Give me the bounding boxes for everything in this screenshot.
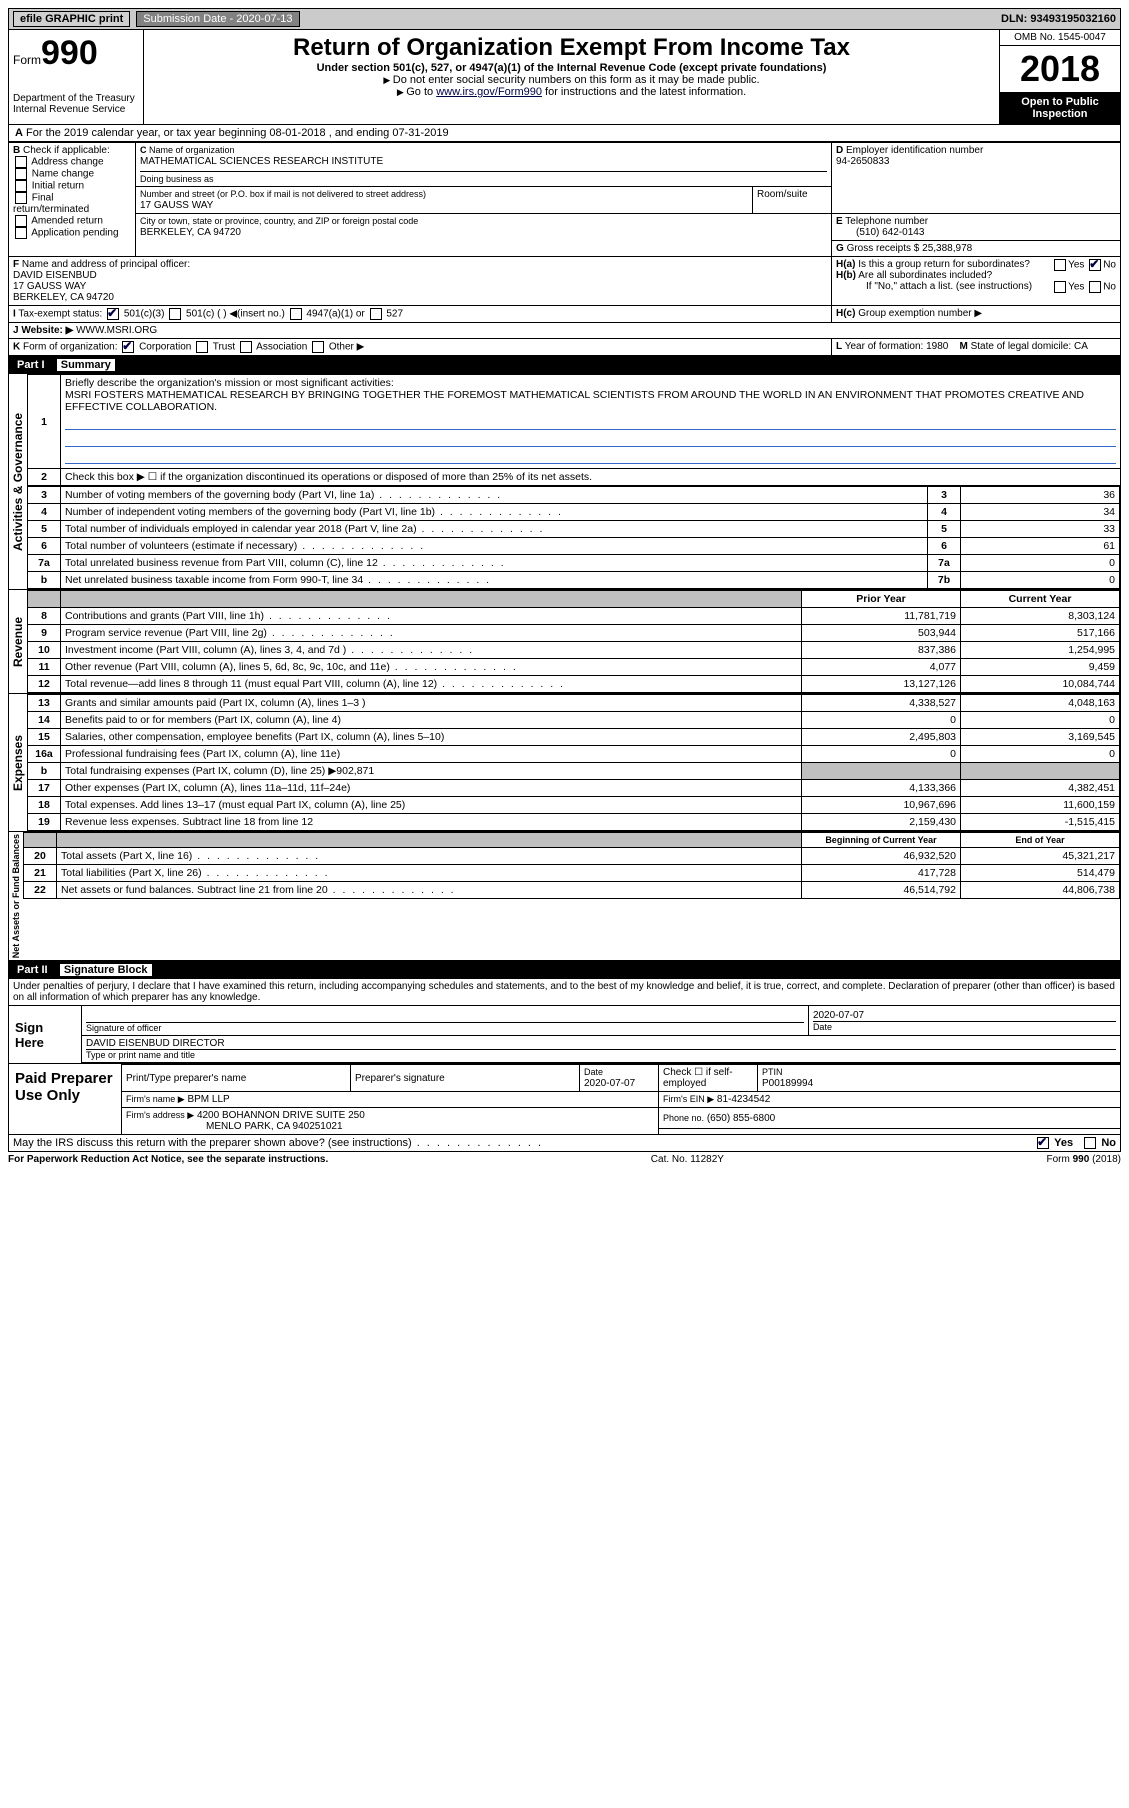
header-grid: B Check if applicable: Address change Na… [8,142,1121,356]
form-header: Form990 Department of the Treasury Inter… [8,30,1121,125]
side-governance: Activities & Governance [9,374,27,589]
form-title: Return of Organization Exempt From Incom… [148,34,995,62]
part2-header: Part II Signature Block [8,961,1121,979]
city-state-zip: BERKELEY, CA 94720 [140,227,241,238]
chk-ha-no[interactable] [1089,259,1101,271]
side-expenses: Expenses [9,694,27,831]
row-a-period: A For the 2019 calendar year, or tax yea… [8,125,1121,142]
chk-discuss-yes[interactable] [1037,1137,1049,1149]
box-b-label: Check if applicable: [23,145,110,156]
chk-assoc[interactable] [240,341,252,353]
ptin: P00189994 [762,1078,813,1089]
top-bar: efile GRAPHIC print Submission Date - 20… [8,8,1121,30]
irs-link[interactable]: www.irs.gov/Form990 [436,86,542,98]
firm-ein: 81-4234542 [717,1094,770,1105]
phone: (510) 642-0143 [836,227,924,238]
firm-phone: (650) 855-6800 [707,1113,775,1124]
subtitle-1: Under section 501(c), 527, or 4947(a)(1)… [148,62,995,74]
chk-final[interactable] [15,192,27,204]
side-net-assets: Net Assets or Fund Balances [9,832,23,960]
subtitle-2: Do not enter social security numbers on … [148,74,995,86]
penalty-statement: Under penalties of perjury, I declare th… [8,979,1121,1006]
chk-initial[interactable] [15,180,27,192]
subtitle-3: Go to www.irs.gov/Form990 for instructio… [148,86,995,98]
chk-ha-yes[interactable] [1054,259,1066,271]
firm-name: BPM LLP [187,1094,229,1105]
form-number: 990 [41,34,98,72]
paid-preparer: Paid Preparer Use Only Print/Type prepar… [8,1064,1121,1135]
open-public: Open to Public Inspection [1000,92,1120,124]
gross-receipts: 25,388,978 [922,243,972,254]
chk-other[interactable] [312,341,324,353]
org-name: MATHEMATICAL SCIENCES RESEARCH INSTITUTE [140,156,383,167]
dept-treasury: Department of the Treasury [13,93,139,104]
street-address: 17 GAUSS WAY [140,200,213,211]
chk-discuss-no[interactable] [1084,1137,1096,1149]
chk-hb-no[interactable] [1089,281,1101,293]
chk-pending[interactable] [15,227,27,239]
chk-527[interactable] [370,308,382,320]
submission-date: Submission Date - 2020-07-13 [136,11,299,27]
page-footer: For Paperwork Reduction Act Notice, see … [8,1152,1121,1167]
year-formation: 1980 [926,341,948,352]
officer-sig-name: DAVID EISENBUD DIRECTOR [86,1038,225,1049]
part1-header: Part I Summary [8,356,1121,374]
efile-btn[interactable]: efile GRAPHIC print [13,11,130,27]
chk-501c3[interactable] [107,308,119,320]
chk-amended[interactable] [15,215,27,227]
signature-block: Sign Here Signature of officer 2020-07-0… [8,1006,1121,1064]
state-domicile: CA [1074,341,1088,352]
box-d-label: Employer identification number [846,145,983,156]
sign-date: 2020-07-07 [813,1010,864,1021]
website: WWW.MSRI.ORG [76,325,157,336]
dln: DLN: 93493195032160 [1001,13,1116,25]
chk-corp[interactable] [122,341,134,353]
ein: 94-2650833 [836,156,889,167]
chk-501c[interactable] [169,308,181,320]
chk-4947[interactable] [290,308,302,320]
chk-name[interactable] [15,168,27,180]
chk-trust[interactable] [196,341,208,353]
line2-discontinue: Check this box ▶ ☐ if the organization d… [61,469,1121,486]
form-label: Form [13,53,41,67]
irs-label: Internal Revenue Service [13,104,139,115]
omb-number: OMB No. 1545-0047 [1000,30,1120,46]
chk-hb-yes[interactable] [1054,281,1066,293]
discuss-row: May the IRS discuss this return with the… [8,1135,1121,1152]
side-revenue: Revenue [9,590,27,693]
tax-year: 2018 [1000,46,1120,92]
chk-address[interactable] [15,156,27,168]
mission-text: MSRI FOSTERS MATHEMATICAL RESEARCH BY BR… [65,389,1084,413]
officer-name: DAVID EISENBUD [13,270,97,281]
